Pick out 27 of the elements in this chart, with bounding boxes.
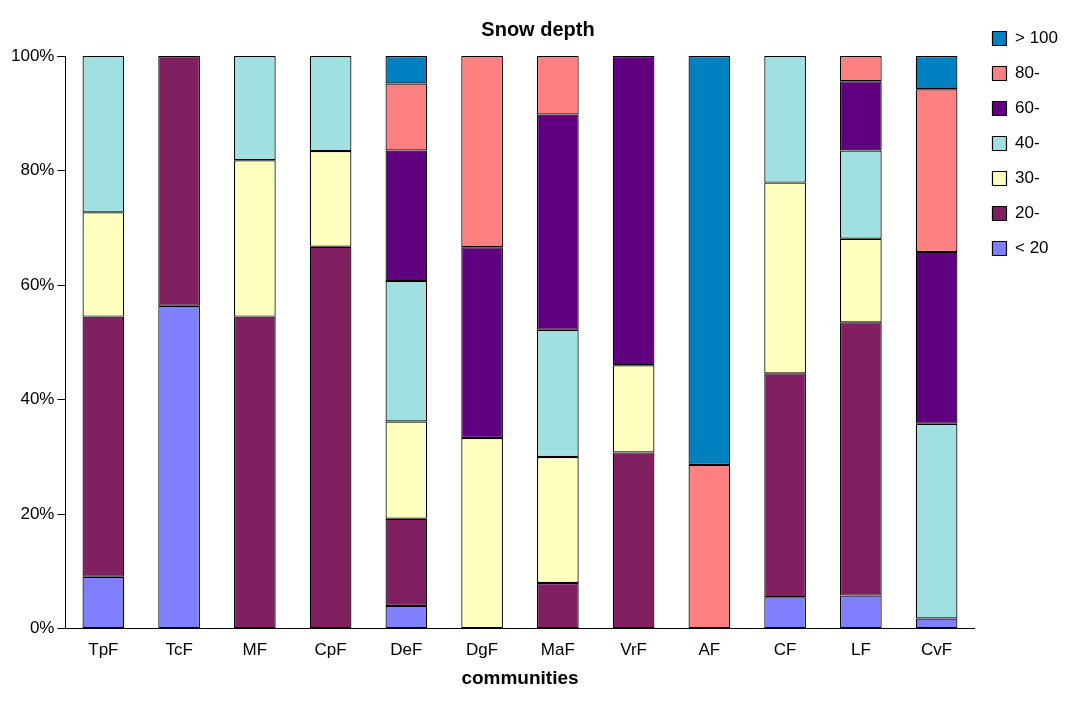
x-tick-label: DgF xyxy=(466,639,499,659)
x-tick-label: LF xyxy=(850,639,871,659)
legend-label: 80- xyxy=(1014,63,1040,83)
x-tick-label: TpF xyxy=(88,639,119,659)
x-tick-label: CpF xyxy=(314,639,347,659)
legend-label: > 100 xyxy=(1014,28,1058,48)
legend-label: < 20 xyxy=(1014,238,1049,258)
y-tick-label: 100% xyxy=(11,45,55,65)
x-tick-label: VrF xyxy=(620,639,647,659)
x-tick-label: AF xyxy=(698,639,721,659)
x-tick-label: MF xyxy=(242,639,268,659)
y-tick-label: 60% xyxy=(20,274,55,294)
y-tick-label: 80% xyxy=(20,160,55,180)
x-tick-label: CF xyxy=(773,639,797,659)
legend-label: 20- xyxy=(1014,203,1040,223)
legend-label: 30- xyxy=(1014,168,1040,188)
legend-label: 60- xyxy=(1014,98,1040,118)
y-tick-label: 20% xyxy=(20,503,55,523)
x-tick-label: DeF xyxy=(390,639,423,659)
legend-label: 40- xyxy=(1014,133,1040,153)
x-axis-title: communities xyxy=(461,666,579,688)
y-tick-label: 40% xyxy=(20,389,55,409)
y-tick-label: 0% xyxy=(29,618,55,638)
chart-title: Snow depth xyxy=(481,17,595,40)
x-tick-label: CvF xyxy=(921,639,953,659)
x-tick-label: MaF xyxy=(540,639,575,659)
x-tick-label: TcF xyxy=(165,639,193,659)
